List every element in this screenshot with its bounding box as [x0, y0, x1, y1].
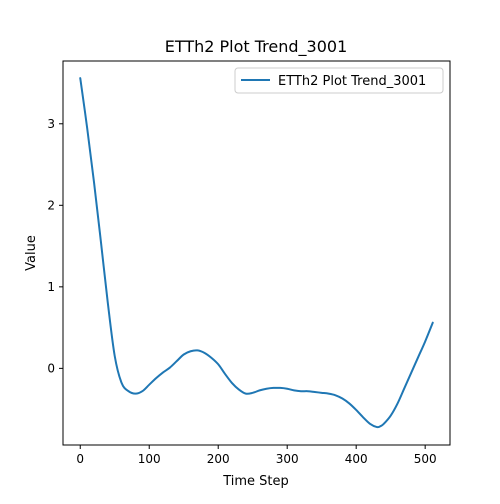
y-axis: 0 1 2 3: [47, 117, 63, 375]
series-line: [79, 77, 434, 429]
x-tick-label: 400: [345, 452, 368, 466]
x-axis: 0 100 200 300 400 500: [76, 445, 437, 466]
x-tick-label: 0: [76, 452, 84, 466]
series-layer: [79, 77, 434, 429]
y-tick-label: 0: [47, 361, 55, 375]
chart-title: ETTh2 Plot Trend_3001: [165, 37, 348, 57]
y-tick-label: 1: [47, 280, 55, 294]
x-tick-label: 500: [414, 452, 437, 466]
x-tick-label: 200: [207, 452, 230, 466]
legend: ETTh2 Plot Trend_3001: [234, 67, 444, 94]
y-tick-label: 2: [47, 198, 55, 212]
y-tick-label: 3: [47, 117, 55, 131]
x-tick-label: 300: [276, 452, 299, 466]
legend-label: ETTh2 Plot Trend_3001: [278, 74, 426, 89]
legend-box: [234, 67, 444, 94]
x-tick-label: 100: [138, 452, 161, 466]
x-axis-label: Time Step: [222, 474, 289, 489]
plot-area: [62, 60, 451, 446]
y-axis-label: Value: [24, 235, 39, 271]
